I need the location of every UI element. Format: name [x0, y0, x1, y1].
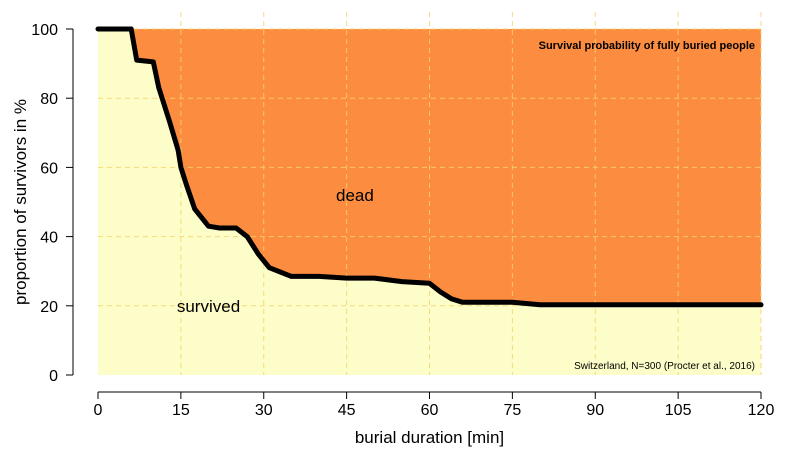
dead-label: dead: [336, 186, 374, 205]
x-axis-title: burial duration [min]: [355, 428, 504, 447]
y-tick-label: 20: [40, 299, 58, 316]
x-tick-label: 120: [748, 402, 775, 419]
source-note: Switzerland, N=300 (Procter et al., 2016…: [574, 361, 755, 372]
y-tick-label: 40: [40, 230, 58, 247]
chart-title: Survival probability of fully buried peo…: [539, 40, 755, 52]
x-tick-label: 60: [421, 402, 439, 419]
survived-area: [98, 29, 761, 375]
x-tick-label: 45: [338, 402, 356, 419]
y-tick-label: 80: [40, 91, 58, 108]
survived-label: survived: [177, 297, 240, 316]
x-tick-label: 105: [665, 402, 692, 419]
axes: 0 15 30 45 60 75 90 105 120 0 20 40 60 80 100: [31, 22, 774, 419]
y-axis-title: proportion of survivors in %: [11, 99, 30, 305]
x-tick-label: 0: [94, 402, 103, 419]
x-tick-label: 75: [503, 402, 521, 419]
x-tick-label: 30: [255, 402, 273, 419]
y-tick-label: 60: [40, 160, 58, 177]
survival-curve: [95, 26, 764, 308]
y-tick-label: 0: [49, 368, 58, 385]
y-tick-label: 100: [31, 22, 58, 39]
x-tick-label: 90: [586, 402, 604, 419]
x-tick-label: 15: [172, 402, 190, 419]
